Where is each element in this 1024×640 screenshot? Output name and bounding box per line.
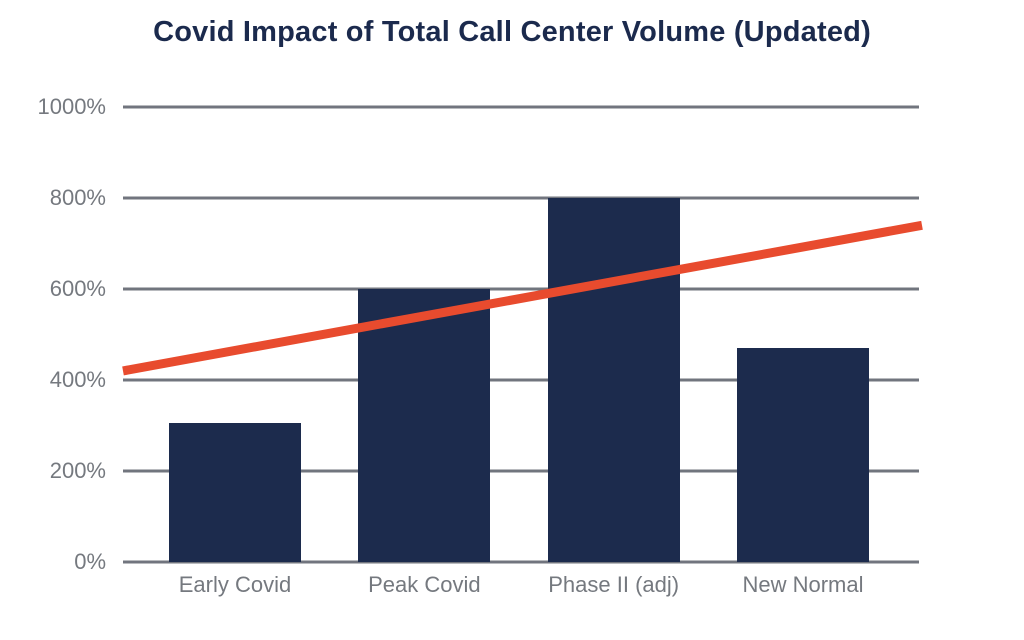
chart-title: Covid Impact of Total Call Center Volume… <box>153 16 871 48</box>
gridline-1000 <box>123 105 919 109</box>
y-axis-label: 800% <box>49 185 106 210</box>
plot-area: 0% 200% 400% 600% 800% 1000% Early Covid Peak C… <box>37 94 923 597</box>
y-axis-label: 400% <box>49 367 106 392</box>
bar-new-normal <box>736 348 869 562</box>
gridline-200 <box>123 469 919 473</box>
gridline-600 <box>123 287 919 291</box>
y-axis-label: 200% <box>49 458 106 483</box>
gridline-0 <box>123 560 919 564</box>
x-axis-label: Phase II (adj) <box>548 572 680 597</box>
gridline-800 <box>123 196 919 200</box>
x-axis-label: Peak Covid <box>368 572 481 597</box>
x-axis-label: New Normal <box>742 572 864 597</box>
bar-early-covid <box>169 423 301 562</box>
bar-peak-covid <box>358 289 491 562</box>
x-axis-label: Early Covid <box>178 572 292 597</box>
gridline-400 <box>123 378 919 382</box>
y-axis-label: 0% <box>74 549 106 574</box>
y-axis-label: 600% <box>49 276 106 301</box>
bar-phase-ii-adj <box>547 198 680 562</box>
y-axis-label: 1000% <box>37 94 106 119</box>
